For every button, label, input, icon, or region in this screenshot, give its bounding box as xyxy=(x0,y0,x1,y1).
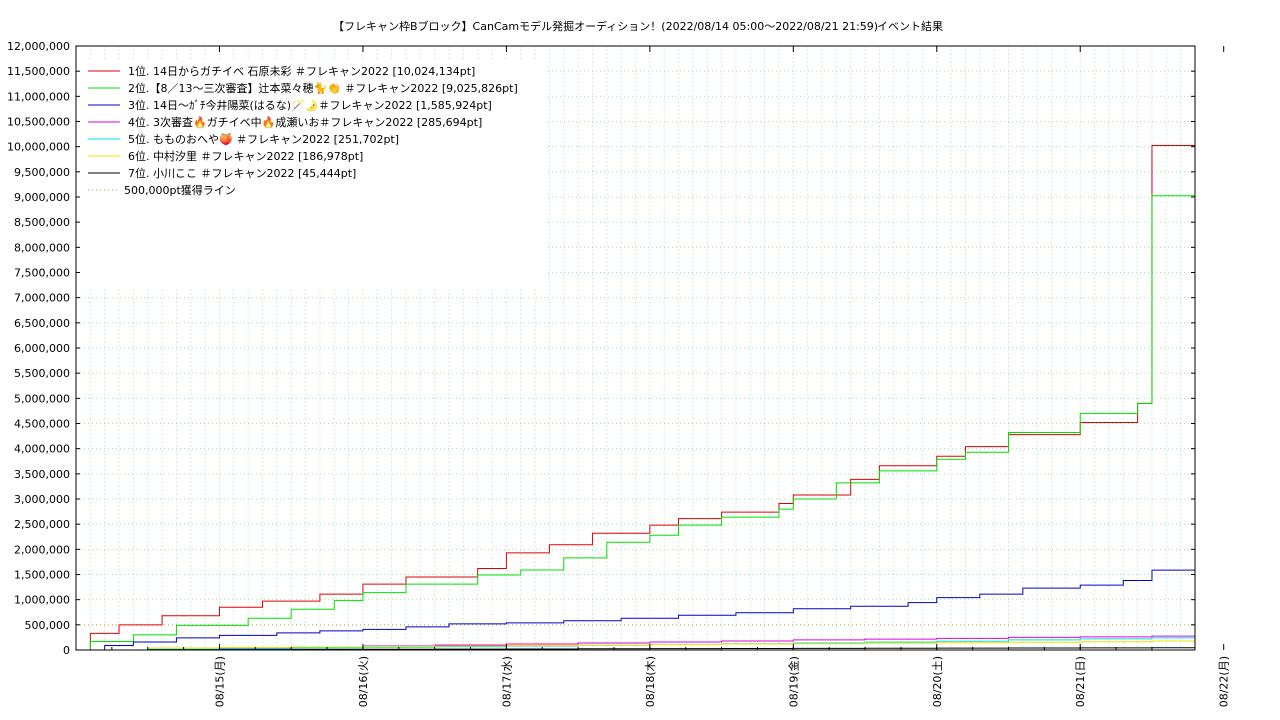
x-tick-label: 08/20(土) xyxy=(931,656,944,707)
y-tick-label: 10,000,000 xyxy=(7,141,70,154)
y-tick-label: 3,000,000 xyxy=(14,493,70,506)
series-line-3 xyxy=(76,569,1195,651)
x-tick-label: 08/15(月) xyxy=(213,656,226,707)
y-tick-label: 10,500,000 xyxy=(7,116,70,129)
legend-background xyxy=(80,60,546,290)
y-tick-label: 6,000,000 xyxy=(14,342,70,355)
y-tick-label: 3,500,000 xyxy=(14,468,70,481)
x-tick-label: 08/18(木) xyxy=(644,656,657,707)
chart-header: 【フレキャン枠Bブロック】CanCamモデル発掘オーディション！(2022/08… xyxy=(0,18,1280,34)
y-tick-label: 12,000,000 xyxy=(7,40,70,53)
x-tick-label: 08/19(金) xyxy=(786,656,800,707)
chart-subtitle: イベント結果 xyxy=(877,20,943,33)
x-tick-label: 08/21(日) xyxy=(1074,656,1087,707)
y-tick-label: 500,000 xyxy=(25,619,71,632)
y-tick-label: 8,500,000 xyxy=(14,216,70,229)
legend-label: 7位. 小川ここ ＃フレキャン2022 [45,444pt] xyxy=(128,166,356,180)
y-tick-label: 1,000,000 xyxy=(14,594,70,607)
legend-label: 4位. 3次審査🔥ガチイベ中🔥成瀬いお＃フレキャン2022 [285,694pt… xyxy=(128,115,482,129)
y-tick-label: 2,000,000 xyxy=(14,543,70,556)
axes: 0 500,000 1,000,000 1,500,000 2,000,000 2,500… xyxy=(7,40,1231,707)
x-tick-label: 08/22(月) xyxy=(1218,656,1231,707)
y-tick-label: 1,500,000 xyxy=(14,569,70,582)
y-tick-label: 11,500,000 xyxy=(7,65,70,78)
x-tick-label: 08/16(火) xyxy=(357,656,370,707)
legend: 1位. 14日からガチイベ 石原未彩 ＃フレキャン2022 [10,024,13… xyxy=(80,60,546,290)
series-line-1 xyxy=(76,144,1195,651)
y-tick-label: 2,500,000 xyxy=(14,518,70,531)
y-tick-label: 4,000,000 xyxy=(14,443,70,456)
legend-label: 3位. 14日〜ｶﾞﾁ今井陽菜(はるな)🪄🌛＃フレキャン2022 [1,585,… xyxy=(128,98,492,112)
legend-label: 2位.【8／13〜三次審査】辻本菜々穂🐈👏 ＃フレキャン2022 [9,025,… xyxy=(128,81,518,95)
y-tick-label: 9,000,000 xyxy=(14,191,70,204)
y-tick-label: 11,000,000 xyxy=(7,90,70,103)
y-tick-label: 5,000,000 xyxy=(14,392,70,405)
legend-label: 5位. もものおへや🍑 ＃フレキャン2022 [251,702pt] xyxy=(128,132,399,146)
y-tick-label: 0 xyxy=(63,644,70,657)
y-tick-label: 5,500,000 xyxy=(14,367,70,380)
series-line-2 xyxy=(76,195,1195,651)
x-tick-label: 08/17(水) xyxy=(500,656,513,707)
chart-title: 【フレキャン枠Bブロック】CanCamモデル発掘オーディション！(2022/08… xyxy=(333,20,879,33)
legend-label: 6位. 中村汐里 ＃フレキャン2022 [186,978pt] xyxy=(128,149,363,163)
y-tick-label: 4,500,000 xyxy=(14,418,70,431)
y-tick-label: 7,500,000 xyxy=(14,267,70,280)
y-tick-label: 8,000,000 xyxy=(14,241,70,254)
y-tick-label: 9,500,000 xyxy=(14,166,70,179)
legend-label: 500,000pt獲得ライン xyxy=(124,184,236,197)
legend-label: 1位. 14日からガチイベ 石原未彩 ＃フレキャン2022 [10,024,13… xyxy=(128,64,475,78)
y-tick-label: 6,500,000 xyxy=(14,317,70,330)
y-tick-label: 7,000,000 xyxy=(14,292,70,305)
